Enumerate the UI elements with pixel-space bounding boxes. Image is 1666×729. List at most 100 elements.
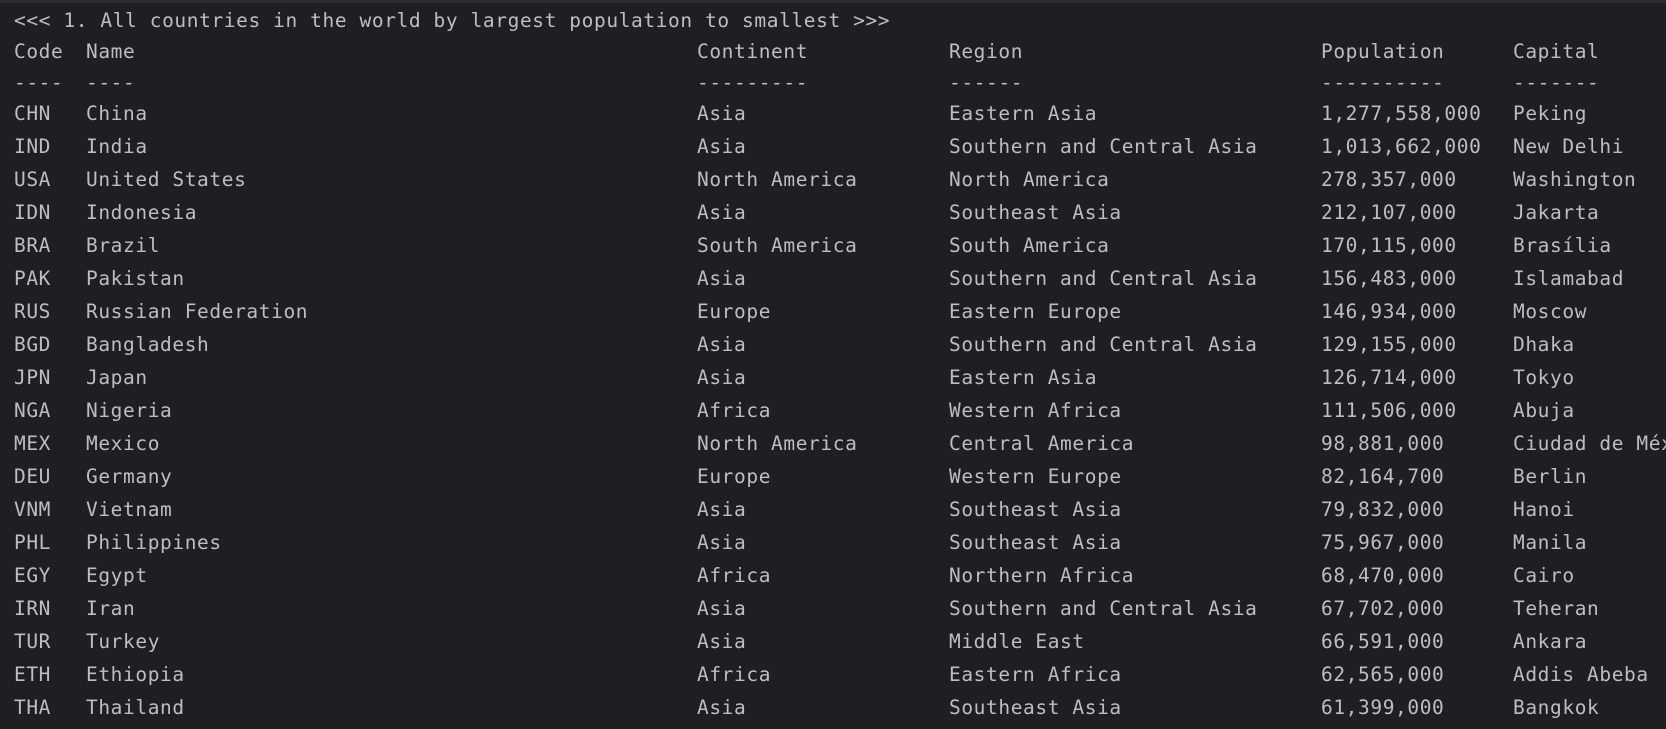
cell-name: Ethiopia [86,663,185,686]
cell-population: 75,967,000 [1321,531,1445,554]
cell-name: United States [86,168,247,191]
table-row: JPN Japan Asia Eastern Asia 126,714,000 Tokyo [0,361,1666,394]
cell-capital: Bangkok [1513,696,1600,719]
table-row: MEX Mexico North America Central America 98,… [0,427,1666,460]
cell-continent: Asia [697,498,747,521]
cell-continent: Asia [697,135,747,158]
table-row: BRA Brazil South America South America 170,1… [0,229,1666,262]
table-row: BGD Bangladesh Asia Southern and Central As… [0,328,1666,361]
report-title: <<< 1. All countries in the world by lar… [14,9,891,32]
cell-code: USA [14,168,52,191]
cell-population: 82,164,700 [1321,465,1445,488]
cell-region: Eastern Asia [949,366,1098,389]
cell-population: 1,013,662,000 [1321,135,1482,158]
cell-code: CHN [14,102,52,125]
cell-continent: Asia [697,102,747,125]
cell-capital: Brasília [1513,234,1612,257]
cell-capital: Washington [1513,168,1637,191]
cell-population: 170,115,000 [1321,234,1457,257]
cell-capital: Ciudad de Méx [1513,432,1666,455]
table-row: CHN China Asia Eastern Asia 1,277,558,000 Pek… [0,97,1666,130]
cell-capital: Islamabad [1513,267,1625,290]
cell-region: South America [949,234,1110,257]
cell-population: 129,155,000 [1321,333,1457,356]
table-separator-row: ---- ---- --------- ------ ---------- --… [0,66,1666,99]
cell-population: 68,470,000 [1321,564,1445,587]
cell-name: Egypt [86,564,148,587]
cell-code: VNM [14,498,52,521]
cell-population: 66,591,000 [1321,630,1445,653]
table-row: RUS Russian Federation Europe Eastern Europ… [0,295,1666,328]
cell-continent: Asia [697,630,747,653]
cell-region: Western Africa [949,399,1122,422]
cell-population: 62,565,000 [1321,663,1445,686]
cell-name: Vietnam [86,498,173,521]
cell-code: BRA [14,234,52,257]
cell-region: Southeast Asia [949,498,1122,521]
cell-region: Eastern Africa [949,663,1122,686]
cell-continent: North America [697,168,858,191]
cell-population: 98,881,000 [1321,432,1445,455]
cell-name: Iran [86,597,136,620]
console-top-border [0,0,1666,3]
header-population: Population [1321,40,1445,63]
cell-region: North America [949,168,1110,191]
table-row: PAK Pakistan Asia Southern and Central Asia… [0,262,1666,295]
header-continent: Continent [697,40,809,63]
cell-name: Thailand [86,696,185,719]
cell-region: Northern Africa [949,564,1135,587]
cell-region: Southeast Asia [949,531,1122,554]
table-row: EGY Egypt Africa Northern Africa 68,470,000 C… [0,559,1666,592]
table-row: ETH Ethiopia Africa Eastern Africa 62,565,00… [0,658,1666,691]
cell-continent: Africa [697,663,772,686]
table-row: IDN Indonesia Asia Southeast Asia 212,107,00… [0,196,1666,229]
cell-code: DEU [14,465,52,488]
cell-code: EGY [14,564,52,587]
cell-region: Eastern Asia [949,102,1098,125]
table-row: VNM Vietnam Asia Southeast Asia 79,832,000 Ha… [0,493,1666,526]
cell-capital: Dhaka [1513,333,1575,356]
cell-region: Western Europe [949,465,1122,488]
separator-population: ---------- [1321,71,1445,94]
cell-capital: Moscow [1513,300,1588,323]
cell-code: ETH [14,663,52,686]
cell-capital: Hanoi [1513,498,1575,521]
cell-continent: Asia [697,696,747,719]
cell-continent: Asia [697,267,747,290]
cell-capital: Jakarta [1513,201,1600,224]
cell-continent: Asia [697,597,747,620]
cell-population: 1,277,558,000 [1321,102,1482,125]
cell-name: Brazil [86,234,161,257]
cell-continent: Asia [697,531,747,554]
cell-name: Russian Federation [86,300,309,323]
cell-code: THA [14,696,52,719]
cell-code: IDN [14,201,52,224]
cell-capital: New Delhi [1513,135,1625,158]
separator-capital: ------- [1513,71,1600,94]
cell-code: MEX [14,432,52,455]
cell-code: PAK [14,267,52,290]
cell-continent: Asia [697,366,747,389]
cell-code: PHL [14,531,52,554]
cell-name: Nigeria [86,399,173,422]
cell-continent: Africa [697,399,772,422]
cell-capital: Manila [1513,531,1588,554]
cell-code: NGA [14,399,52,422]
cell-region: Southern and Central Asia [949,597,1258,620]
cell-population: 111,506,000 [1321,399,1457,422]
cell-region: Eastern Europe [949,300,1122,323]
cell-name: Mexico [86,432,161,455]
cell-name: Philippines [86,531,222,554]
table-row: PHL Philippines Asia Southeast Asia 75,967,0… [0,526,1666,559]
table-row: NGA Nigeria Africa Western Africa 111,506,00… [0,394,1666,427]
cell-name: Japan [86,366,148,389]
cell-population: 67,702,000 [1321,597,1445,620]
cell-population: 156,483,000 [1321,267,1457,290]
header-capital: Capital [1513,40,1600,63]
cell-code: BGD [14,333,52,356]
cell-capital: Berlin [1513,465,1588,488]
cell-capital: Teheran [1513,597,1600,620]
table-row: THA Thailand Asia Southeast Asia 61,399,000 B… [0,691,1666,724]
table-row: IRN Iran Asia Southern and Central Asia 67,7… [0,592,1666,625]
